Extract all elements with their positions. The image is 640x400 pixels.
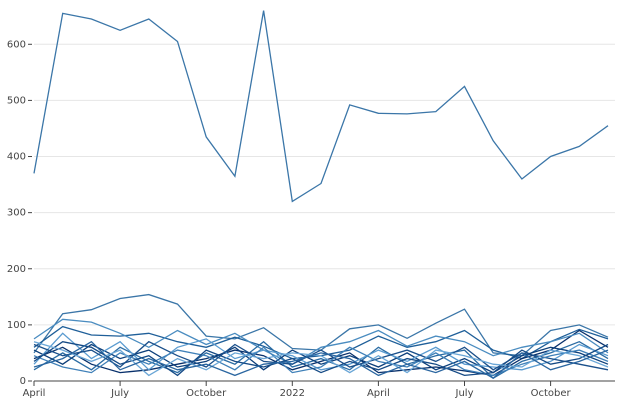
x-tick-label: April bbox=[23, 388, 46, 399]
y-tick-label: 200 bbox=[7, 264, 26, 275]
y-tick-label: 500 bbox=[7, 95, 26, 106]
series-line bbox=[33, 341, 609, 377]
y-tick-label: 600 bbox=[7, 39, 26, 50]
series-line bbox=[33, 341, 609, 377]
series-line bbox=[33, 10, 609, 203]
y-tick-label: 100 bbox=[7, 320, 26, 331]
series-line bbox=[33, 332, 609, 371]
series-line bbox=[33, 329, 609, 377]
y-tick-label: 400 bbox=[7, 152, 26, 163]
y-tick-label: 300 bbox=[7, 208, 26, 219]
series-line bbox=[33, 340, 609, 380]
x-tick-label: July bbox=[455, 388, 474, 399]
y-tick-label: 0 bbox=[20, 376, 26, 387]
x-tick-label: April bbox=[367, 388, 390, 399]
x-tick-label: 2022 bbox=[280, 388, 305, 399]
series-line bbox=[33, 340, 609, 379]
x-tick-label: July bbox=[110, 388, 129, 399]
x-tick-label: October bbox=[186, 388, 227, 399]
x-tick-label: October bbox=[531, 388, 572, 399]
series-line bbox=[33, 346, 609, 377]
series-line bbox=[33, 318, 609, 365]
